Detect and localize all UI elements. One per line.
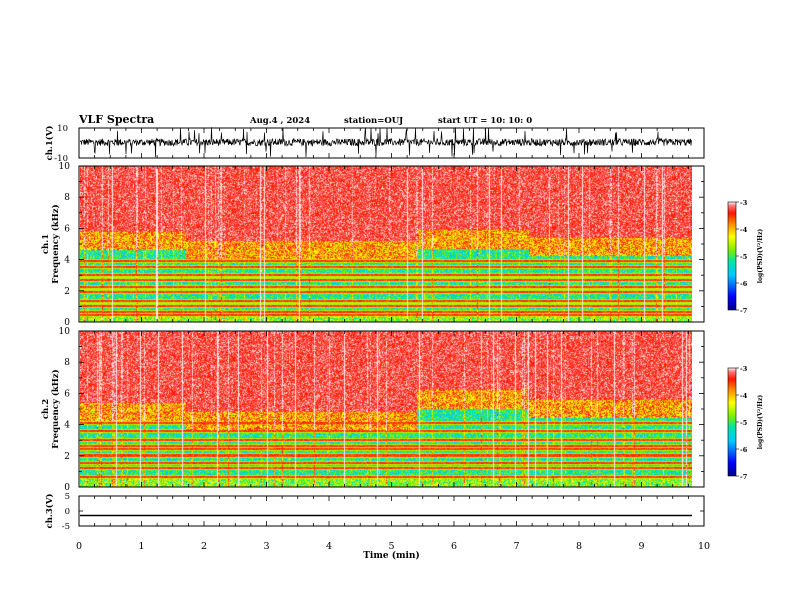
y-tick-label: 10 bbox=[59, 162, 71, 172]
x-tick-label: 10 bbox=[698, 541, 710, 552]
x-tick-label: 7 bbox=[513, 541, 519, 552]
y-tick-label: 10 bbox=[59, 327, 71, 337]
spec-ylabel-channel: ch.1 bbox=[41, 234, 51, 254]
panel-frame-s1 bbox=[78, 165, 705, 323]
x-tick-label: 1 bbox=[138, 541, 144, 552]
x-tick-label: 5 bbox=[388, 541, 394, 552]
colorbar-tick-label: -5 bbox=[740, 253, 748, 261]
y-tick-label: -5 bbox=[62, 522, 70, 532]
panel-frame-s2 bbox=[78, 330, 705, 488]
y-tick-label: 0 bbox=[64, 483, 70, 493]
ch1-waveform-ylabel: ch.1(V) bbox=[44, 126, 55, 161]
x-tick-label: 2 bbox=[201, 541, 207, 552]
x-tick-label: 0 bbox=[76, 541, 82, 552]
spec-ylabel-frequency: Frequency (kHz) bbox=[50, 369, 61, 448]
station-label: station=OUJ bbox=[344, 116, 404, 126]
colorbar-tick-label: -6 bbox=[740, 280, 748, 288]
ch3-waveform-ylabel: ch.3(V) bbox=[44, 494, 55, 529]
y-tick-label: 6 bbox=[64, 389, 70, 399]
y-tick-label: 0 bbox=[65, 507, 70, 517]
colorbar-tick-label: -5 bbox=[740, 419, 748, 427]
x-tick-label: 3 bbox=[263, 541, 269, 552]
colorbar-label: log(PSD)(V²/Hz) bbox=[757, 395, 764, 450]
colorbar-tick-label: -7 bbox=[740, 473, 747, 481]
y-tick-label: 8 bbox=[64, 358, 70, 368]
colorbar-frame bbox=[727, 201, 737, 311]
y-tick-label: 0 bbox=[64, 318, 70, 328]
x-tick-label: 4 bbox=[326, 541, 332, 552]
y-tick-label: 8 bbox=[64, 193, 70, 203]
y-tick-label: 10 bbox=[57, 124, 68, 134]
x-axis-title: Time (min) bbox=[363, 550, 420, 561]
colorbar-tick-label: -3 bbox=[740, 365, 748, 373]
colorbar-label: log(PSD)(V²/Hz) bbox=[757, 229, 764, 284]
ch1-colorbar bbox=[728, 202, 736, 310]
x-tick-label: 6 bbox=[451, 541, 457, 552]
y-tick-label: 4 bbox=[64, 256, 70, 266]
y-tick-label: 2 bbox=[64, 287, 70, 297]
colorbar-tick-label: -4 bbox=[740, 392, 748, 400]
y-tick-label: 4 bbox=[64, 421, 70, 431]
date-label: Aug.4 , 2024 bbox=[250, 116, 311, 126]
y-tick-label: -10 bbox=[54, 154, 68, 164]
x-tick-label: 8 bbox=[576, 541, 582, 552]
y-tick-label: 5 bbox=[65, 492, 70, 502]
colorbar-tick-label: -3 bbox=[740, 199, 748, 207]
y-tick-label: 6 bbox=[64, 224, 70, 234]
spec-ylabel-channel: ch.2 bbox=[41, 399, 51, 419]
ch2-colorbar bbox=[728, 368, 736, 476]
colorbar-tick-label: -4 bbox=[740, 226, 748, 234]
chart-title: VLF Spectra bbox=[79, 113, 155, 126]
x-tick-label: 9 bbox=[638, 541, 644, 552]
colorbar-tick-label: -7 bbox=[740, 307, 747, 315]
colorbar-frame bbox=[727, 367, 737, 477]
ch2-spectrogram-image bbox=[80, 331, 692, 487]
y-tick-label: 2 bbox=[64, 452, 70, 462]
spec-ylabel-frequency: Frequency (kHz) bbox=[50, 204, 61, 283]
start-time-label: start UT = 10: 10: 0 bbox=[438, 116, 533, 126]
colorbar-tick-label: -6 bbox=[740, 446, 748, 454]
ch1-spectrogram-image bbox=[80, 166, 692, 322]
ch1-waveform-trace bbox=[79, 127, 692, 158]
